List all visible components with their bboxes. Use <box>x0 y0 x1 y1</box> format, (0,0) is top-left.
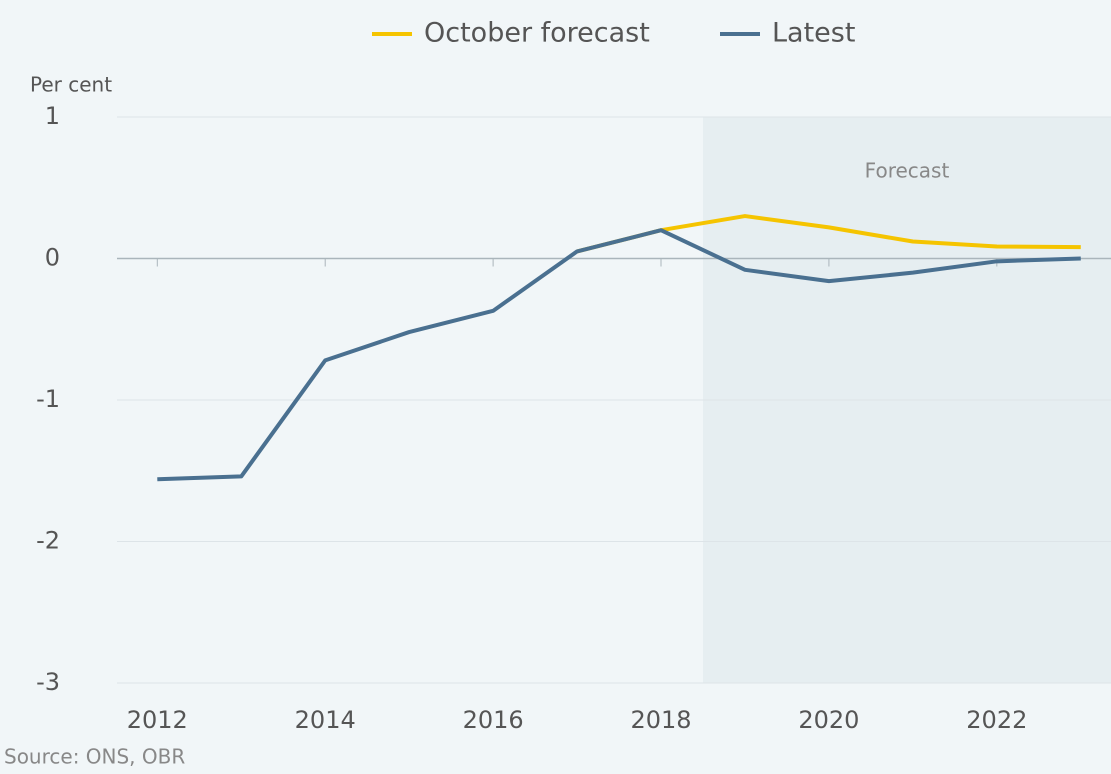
x-tick-label: 2018 <box>630 706 691 734</box>
y-tick-label: -2 <box>36 527 60 555</box>
x-tick-label: 2020 <box>798 706 859 734</box>
x-tick-label: 2012 <box>127 706 188 734</box>
y-tick-label: -3 <box>36 668 60 696</box>
series-line <box>157 228 1081 482</box>
legend-label: Latest <box>772 18 855 49</box>
y-tick-label: 1 <box>45 102 60 130</box>
x-tick-label: 2014 <box>295 706 356 734</box>
legend-label: October forecast <box>424 18 650 49</box>
x-tick-label: 2022 <box>966 706 1027 734</box>
y-tick-label: -1 <box>36 385 60 413</box>
y-axis-label: Per cent <box>30 73 112 97</box>
x-tick-label: 2016 <box>463 706 524 734</box>
forecast-label: Forecast <box>865 159 950 183</box>
source: Source: ONS, OBR <box>4 745 185 769</box>
y-tick-label: 0 <box>45 244 60 272</box>
